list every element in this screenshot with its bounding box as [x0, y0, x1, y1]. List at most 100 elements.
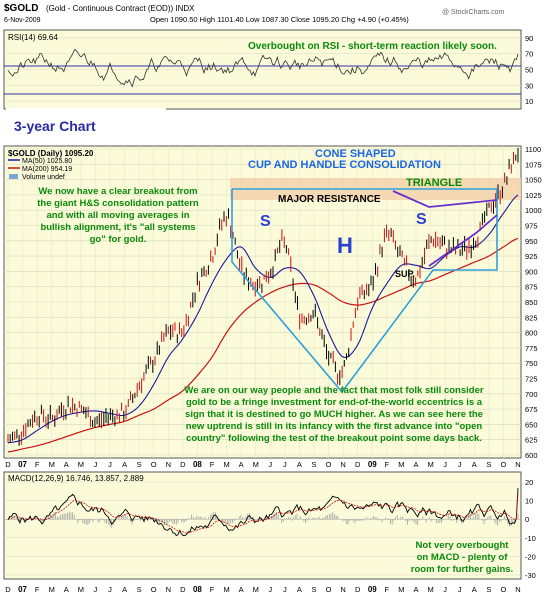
ma50-layer: [7, 194, 519, 444]
watermark: @ StockCharts.com: [442, 9, 505, 16]
price-tick-label: 1025: [525, 191, 542, 200]
rsi-grid: [4, 37, 521, 102]
x-tick-label: S: [137, 460, 142, 469]
bottom-commentary-line: gold to be a fringe investment for end-o…: [186, 397, 483, 408]
x-tick-label: A: [64, 585, 69, 594]
ma50-line: [7, 194, 519, 444]
x-axis-top: D 07 F M A M J J A S O N D 08 F M A M J J A S O N D 09 F M A M J J A S O N: [5, 460, 520, 469]
x-tick-label: M: [398, 585, 404, 594]
macd-annotation-line: room for further gains.: [411, 564, 513, 575]
support-label: SUP.: [395, 269, 415, 279]
macd-tick-label: 10: [525, 497, 533, 506]
macd-tick-label: -20: [525, 552, 536, 561]
price-tick-label: 900: [525, 267, 538, 276]
cone-shaped-label: CONE SHAPED: [315, 148, 396, 160]
rsi-label: RSI(14) 69.64: [8, 33, 58, 42]
x-tick-label: M: [223, 585, 229, 594]
price-tick-label: 725: [525, 375, 538, 384]
x-tick-label: O: [151, 460, 157, 469]
price-ticks: 1100 1075 1050 1025 1000 975 950 925 900 875 850 82…: [525, 145, 542, 460]
major-resistance-label: MAJOR RESISTANCE: [278, 194, 381, 205]
x-tick-label: D: [355, 585, 361, 594]
header-date: 6-Nov-2009: [4, 17, 41, 24]
x-tick-label: N: [340, 460, 345, 469]
macd-annotation-line: on MACD - plenty of: [417, 552, 509, 563]
x-tick-label: M: [223, 460, 229, 469]
x-tick-label: 09: [368, 585, 377, 594]
macd-tick-label: 20: [525, 478, 533, 487]
price-tick-label: 825: [525, 313, 538, 322]
x-tick-label: M: [78, 585, 84, 594]
x-tick-label: A: [64, 460, 69, 469]
x-tick-label: A: [297, 585, 302, 594]
x-tick-label: J: [108, 460, 112, 469]
x-tick-label: O: [326, 460, 332, 469]
x-tick-label: D: [180, 460, 186, 469]
ma200-layer: [7, 237, 519, 453]
x-tick-label: A: [297, 460, 302, 469]
triangle-label: TRIANGLE: [406, 177, 462, 189]
x-tick-label: J: [268, 460, 272, 469]
price-tick-label: 750: [525, 359, 538, 368]
price-grid: [4, 146, 521, 458]
rsi-tick-label: 50: [525, 66, 533, 75]
price-tick-label: 925: [525, 252, 538, 261]
header-ohlc: Open 1090.50 High 1101.40 Low 1087.30 Cl…: [150, 15, 409, 24]
price-tick-label: 775: [525, 344, 538, 353]
x-tick-label: N: [340, 585, 345, 594]
x-tick-label: F: [210, 585, 215, 594]
x-tick-label: M: [253, 585, 259, 594]
x-tick-label: N: [515, 585, 520, 594]
rsi-tick-label: 70: [525, 50, 533, 59]
x-tick-label: S: [311, 585, 316, 594]
x-tick-label: J: [94, 585, 98, 594]
macd-grid: [4, 481, 521, 576]
x-tick-label: J: [458, 585, 462, 594]
left-commentary-line: go" for gold.: [90, 234, 147, 245]
legend-ma50: MA(50) 1025.80: [22, 158, 72, 165]
macd-tick-label: 0: [525, 515, 529, 524]
x-tick-label: A: [472, 585, 477, 594]
left-commentary-line: We now have a clear breakout from: [38, 186, 197, 197]
price-tick-label: 675: [525, 405, 538, 414]
bottom-commentary-line: We are on our way people and the fact th…: [184, 385, 483, 396]
macd-tick-label: -10: [525, 534, 536, 543]
x-tick-label: 08: [193, 460, 202, 469]
x-tick-label: A: [239, 460, 244, 469]
x-tick-label: 08: [193, 585, 202, 594]
x-tick-label: 09: [368, 460, 377, 469]
head-shoulders-right-s: S: [416, 211, 427, 228]
macd-line: [7, 488, 519, 537]
x-tick-label: N: [166, 585, 171, 594]
legend-volume-swatch: [9, 174, 18, 179]
head-shoulders-left-s: S: [260, 213, 271, 230]
head-shoulders-h: H: [337, 233, 353, 258]
price-tick-label: 1000: [525, 206, 542, 215]
x-tick-label: J: [443, 585, 447, 594]
x-axis-bottom: D 07 F M A M J J A S O N D 08 F M A M J J A S O N D 09 F M A M J J A S O N: [5, 585, 520, 594]
macd-tick-label: -30: [525, 571, 536, 580]
x-tick-label: A: [122, 460, 127, 469]
price-tick-label: 950: [525, 237, 538, 246]
chart-title-3-year: 3-year Chart: [14, 118, 96, 134]
macd-panel: [3, 471, 522, 580]
price-tick-label: 1075: [525, 160, 542, 169]
x-tick-label: O: [501, 460, 507, 469]
left-commentary-line: the giant H&S consolidation pattern: [37, 198, 199, 209]
symbol-description: (Gold - Continuous Contract (EOD)) INDX: [46, 4, 195, 13]
rsi-line: [7, 48, 519, 88]
left-commentary-line: bullish alignment, it's "all systems: [40, 222, 195, 233]
x-tick-label: A: [472, 460, 477, 469]
rsi-ticks: 90 70 50 30 10: [525, 34, 533, 106]
x-tick-label: M: [427, 460, 433, 469]
x-tick-label: D: [355, 460, 361, 469]
rsi-annotation: Overbought on RSI - short-term reaction …: [248, 41, 497, 52]
x-tick-label: S: [311, 460, 316, 469]
x-tick-label: D: [180, 585, 186, 594]
x-tick-label: M: [49, 460, 55, 469]
price-tick-label: 625: [525, 436, 538, 445]
x-tick-label: M: [398, 460, 404, 469]
rsi-tick-label: 10: [525, 97, 533, 106]
bottom-commentary: We are on our way people and the fact th…: [184, 385, 483, 444]
price-tick-label: 600: [525, 451, 538, 460]
